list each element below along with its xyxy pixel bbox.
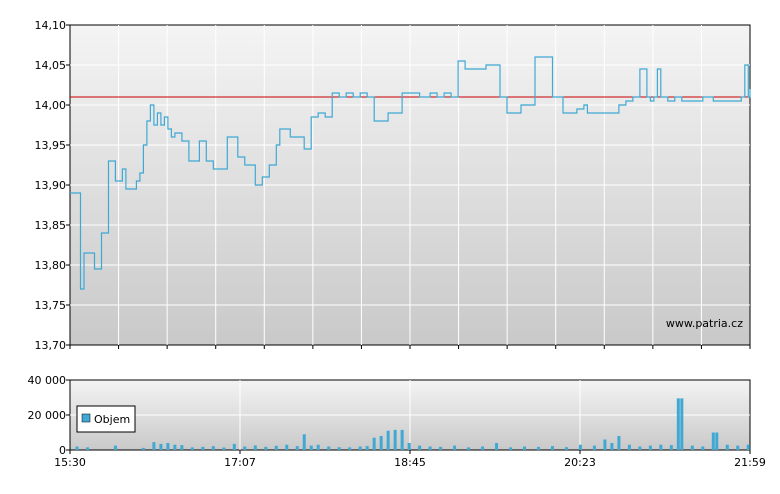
volume-y-tick-label: 20 000 bbox=[28, 409, 67, 422]
volume-bar bbox=[141, 447, 145, 450]
volume-bar bbox=[180, 445, 184, 450]
volume-bar bbox=[243, 446, 247, 450]
price-y-tick-label: 13,70 bbox=[35, 339, 67, 352]
volume-bar bbox=[222, 447, 226, 450]
volume-bar bbox=[564, 447, 568, 450]
volume-bar bbox=[316, 444, 320, 450]
volume-bar bbox=[467, 447, 471, 450]
price-y-ticks: 14,10 14,05 14,00 13,95 13,90 13,85 13,80 13,75… bbox=[35, 19, 70, 352]
x-tick-label: 17:07 bbox=[224, 456, 256, 469]
volume-bar bbox=[627, 444, 631, 450]
volume-bar bbox=[676, 398, 680, 450]
volume-bar bbox=[453, 445, 457, 450]
x-tick-label: 15:30 bbox=[54, 456, 86, 469]
volume-bar bbox=[295, 446, 299, 450]
volume-bar bbox=[746, 444, 750, 450]
volume-bar bbox=[337, 447, 341, 450]
volume-bar bbox=[509, 447, 513, 450]
price-y-tick-label: 13,85 bbox=[35, 219, 67, 232]
volume-bar bbox=[418, 445, 422, 450]
volume-bar bbox=[495, 443, 499, 450]
volume-bar bbox=[725, 444, 729, 450]
volume-bar bbox=[166, 443, 170, 450]
volume-bar bbox=[85, 447, 89, 450]
volume-bar bbox=[715, 432, 719, 450]
price-y-tick-label: 14,10 bbox=[35, 19, 67, 32]
volume-bar bbox=[522, 446, 526, 450]
price-grid bbox=[70, 25, 750, 345]
volume-bar bbox=[592, 445, 596, 450]
volume-bar bbox=[285, 444, 289, 450]
volume-bar bbox=[372, 437, 376, 450]
volume-bar bbox=[701, 446, 705, 450]
volume-bar bbox=[407, 443, 411, 450]
price-y-tick-label: 14,05 bbox=[35, 59, 67, 72]
volume-bar bbox=[648, 445, 652, 450]
volume-bar bbox=[348, 447, 352, 450]
volume-bar bbox=[152, 442, 156, 450]
volume-bar bbox=[578, 444, 582, 450]
volume-bar bbox=[617, 436, 621, 450]
volume-bar bbox=[603, 439, 607, 450]
volume-bar bbox=[159, 443, 163, 450]
price-y-tick-label: 13,75 bbox=[35, 299, 67, 312]
volume-bar bbox=[439, 446, 443, 450]
volume-bar bbox=[736, 445, 740, 450]
volume-x-ticks: 15:30 17:07 18:45 20:23 21:59 bbox=[54, 450, 766, 469]
volume-bar bbox=[264, 446, 268, 450]
volume-bar bbox=[232, 443, 236, 450]
volume-bar bbox=[610, 443, 614, 450]
volume-bar bbox=[190, 447, 194, 450]
volume-bar bbox=[638, 446, 642, 450]
volume-bar bbox=[428, 446, 432, 450]
x-tick-label: 18:45 bbox=[394, 456, 426, 469]
price-series-line bbox=[70, 56, 751, 290]
volume-bar bbox=[711, 432, 715, 450]
volume-bar bbox=[302, 434, 306, 450]
legend-label: Objem bbox=[94, 413, 130, 426]
volume-bar bbox=[659, 444, 663, 450]
volume-bar bbox=[173, 444, 177, 450]
price-y-tick-label: 14,00 bbox=[35, 99, 67, 112]
volume-bar bbox=[400, 429, 404, 450]
price-y-tick-label: 13,80 bbox=[35, 259, 67, 272]
watermark-text: www.patria.cz bbox=[666, 317, 743, 330]
volume-bars bbox=[75, 398, 750, 450]
volume-legend: Objem bbox=[76, 405, 136, 433]
volume-bar bbox=[536, 446, 540, 450]
volume-bar bbox=[113, 445, 117, 450]
volume-bar bbox=[550, 446, 554, 450]
volume-bar bbox=[680, 398, 684, 450]
volume-bar bbox=[386, 430, 390, 450]
price-x-tick-marks bbox=[69, 345, 751, 349]
volume-bar bbox=[669, 445, 673, 450]
volume-bar bbox=[211, 446, 215, 450]
volume-grid bbox=[70, 380, 750, 450]
volume-bar bbox=[327, 446, 331, 450]
volume-bar bbox=[481, 446, 485, 450]
volume-bar bbox=[309, 445, 313, 450]
volume-y-tick-label: 0 bbox=[59, 444, 66, 457]
x-tick-label: 20:23 bbox=[564, 456, 596, 469]
x-tick-label: 21:59 bbox=[734, 456, 766, 469]
volume-bar bbox=[690, 445, 694, 450]
volume-bar bbox=[365, 446, 369, 450]
volume-bar bbox=[393, 429, 397, 450]
volume-bar bbox=[358, 446, 362, 450]
volume-y-ticks: 40 000 20 000 0 bbox=[28, 374, 70, 457]
volume-bar bbox=[379, 436, 383, 450]
volume-bar bbox=[201, 446, 205, 450]
volume-y-tick-label: 40 000 bbox=[28, 374, 67, 387]
volume-bar bbox=[75, 446, 79, 450]
price-y-tick-label: 13,95 bbox=[35, 139, 67, 152]
price-y-tick-label: 13,90 bbox=[35, 179, 67, 192]
legend-swatch bbox=[81, 413, 91, 423]
volume-bar bbox=[274, 445, 278, 450]
volume-bar bbox=[253, 445, 257, 450]
